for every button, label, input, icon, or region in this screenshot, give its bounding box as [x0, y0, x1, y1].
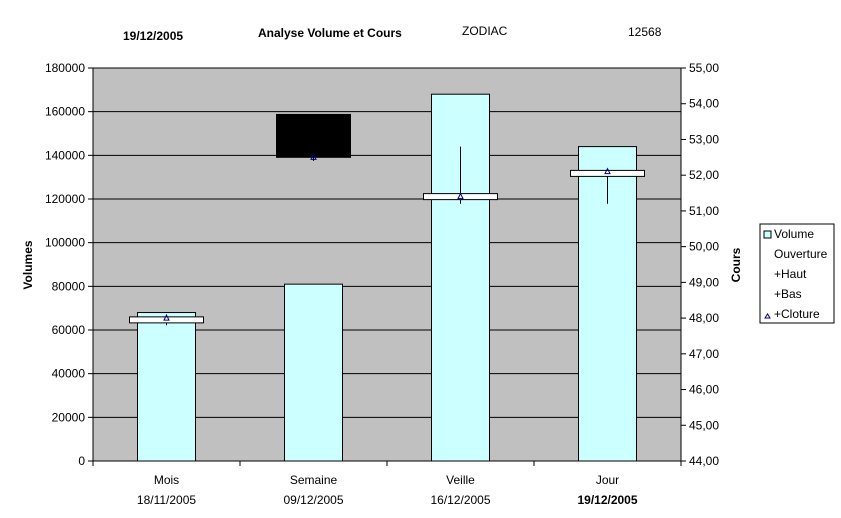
x-tick-date-label: 09/12/2005: [283, 493, 343, 507]
legend-marker-cloture-icon: [764, 313, 771, 319]
y-right-tick-label: 54,00: [689, 97, 719, 111]
legend-item-bas: +Bas: [774, 287, 802, 301]
legend-item-ouverture: Ouverture: [774, 247, 828, 261]
close-marker-veille: [457, 192, 464, 200]
y-right-tick-label: 49,00: [689, 275, 719, 289]
ticker-name: ZODIAC: [462, 24, 508, 38]
close-marker-jour: [604, 167, 611, 175]
x-tick-label: Veille: [446, 473, 475, 487]
legend-item-haut: +Haut: [774, 267, 807, 281]
chart-title: Analyse Volume et Cours: [258, 26, 402, 40]
y-right-tick-label: 46,00: [689, 383, 719, 397]
y-left-tick-label: 40000: [52, 367, 86, 381]
legend-box: [759, 223, 835, 324]
x-tick-label: Semaine: [290, 473, 338, 487]
report-date: 19/12/2005: [123, 29, 183, 43]
legend-item-volume: Volume: [774, 227, 814, 241]
y-right-tick-label: 48,00: [689, 311, 719, 325]
price-candles: [129, 113, 645, 326]
bar-volume-mois: [137, 312, 196, 462]
y-right-tick-label: 44,00: [689, 454, 719, 468]
legend-item-cloture: +Cloture: [774, 307, 820, 321]
y-axis-right-title: Cours: [729, 247, 743, 282]
bar-volume-semaine: [284, 283, 343, 462]
y-right-tick-label: 55,00: [689, 61, 719, 75]
x-tick-date-label: 16/12/2005: [430, 493, 490, 507]
y-left-tick-label: 160000: [45, 105, 85, 119]
x-tick-label: Mois: [154, 473, 179, 487]
y-right-tick-label: 45,00: [689, 418, 719, 432]
close-marker-semaine: [310, 153, 317, 160]
ticker-code: 12568: [628, 25, 662, 39]
y-left-tick-label: 140000: [45, 148, 85, 162]
y-left-tick-label: 120000: [45, 192, 85, 206]
y-right-tick-label: 47,00: [689, 347, 719, 361]
x-tick-date-label: 19/12/2005: [577, 493, 637, 507]
y-left-tick-label: 0: [78, 454, 85, 468]
y-left-tick-label: 60000: [52, 323, 86, 337]
y-axis-left-title: Volumes: [21, 240, 35, 289]
close-marker-mois: [163, 313, 170, 321]
legend-swatch-volume: [763, 230, 772, 239]
x-tick-date-label: 18/11/2005: [137, 493, 196, 507]
y-right-tick-label: 52,00: [689, 168, 719, 182]
candle-semaine: [276, 113, 351, 158]
y-left-tick-label: 100000: [45, 236, 85, 250]
axes: 0 20000 40000 60000 80000 100000 120000 140000 1…: [45, 61, 719, 507]
y-right-tick-label: 51,00: [689, 204, 719, 218]
y-right-tick-label: 50,00: [689, 240, 719, 254]
y-left-tick-label: 180000: [45, 61, 85, 75]
legend: Volume Ouverture +Haut +Bas +Cloture: [759, 223, 835, 324]
x-tick-label: Jour: [596, 473, 619, 487]
y-right-tick-label: 53,00: [689, 132, 719, 146]
y-left-tick-label: 20000: [52, 410, 86, 424]
y-left-tick-label: 80000: [52, 279, 86, 293]
